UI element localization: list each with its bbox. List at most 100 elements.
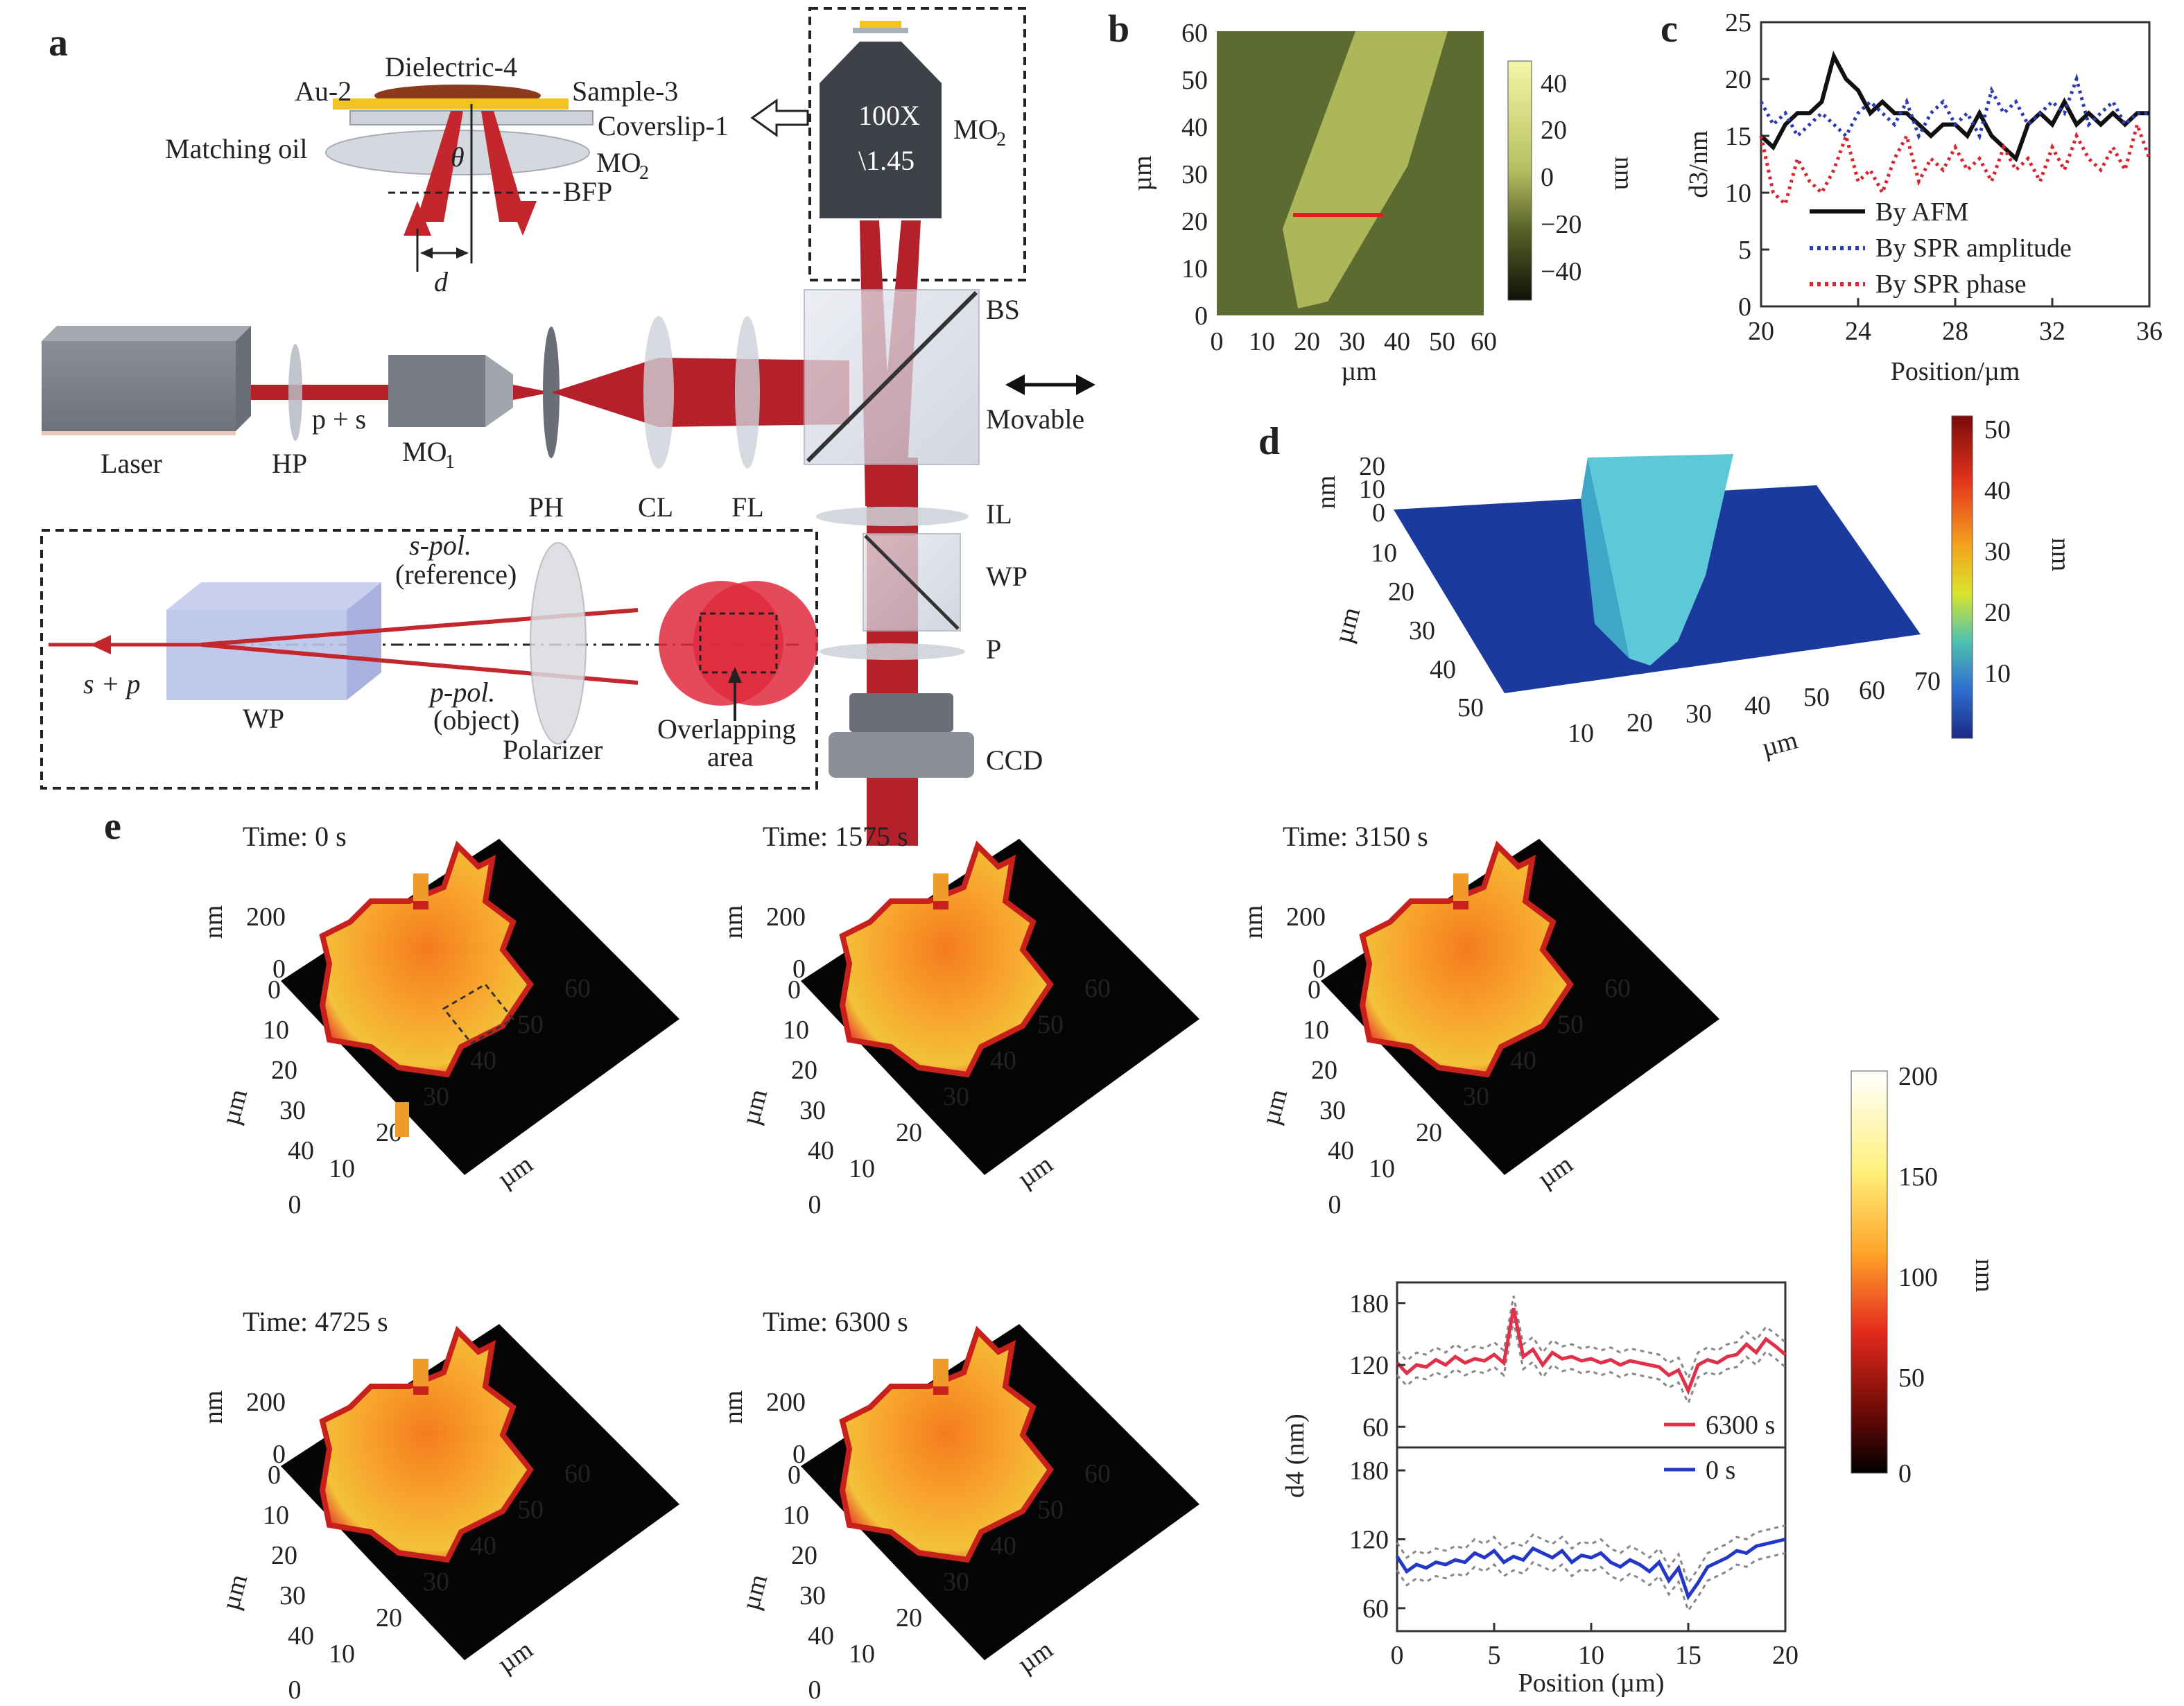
afm-cbar-unit: nm [1609, 157, 1638, 191]
c-xlabel: Position/µm [1891, 357, 2020, 386]
label-laser: Laser [101, 448, 162, 479]
e-xlabel: Position (µm) [1518, 1669, 1665, 1698]
label-wp: WP [986, 561, 1028, 592]
e-tick-group: 0 5 10 15 20 60 120 180 60 120 180 [1349, 1289, 1799, 1670]
panel-label-d: d [1258, 420, 1280, 463]
e-ztick: 0 [1312, 955, 1326, 984]
movable-arrowhead-right [1076, 374, 1095, 395]
e-xtick: 50 [1037, 1010, 1064, 1039]
hp-plate [288, 344, 302, 441]
laser-base [42, 431, 236, 435]
ccd-top [849, 693, 953, 732]
e-series-band-upper-1 [1396, 1524, 1786, 1585]
e-xtick-label: 15 [1675, 1641, 1701, 1670]
panel-label-c: c [1661, 8, 1678, 51]
e-profile-plot: 0 5 10 15 20 60 120 180 60 120 180 Position (µm) d… [1281, 1281, 1799, 1698]
c-legend-afm: By AFM [1875, 198, 1968, 227]
e-ytick-label: 120 [1349, 1526, 1389, 1555]
e-xtick: 40 [1510, 1046, 1536, 1075]
e-zlabel: nm [199, 905, 228, 939]
e-ytick: 0 [1308, 975, 1321, 1004]
label-mo1-sub: 1 [445, 451, 455, 473]
e-xtick: 30 [1463, 1082, 1489, 1111]
afm-cbar-tick: 40 [1541, 69, 1567, 98]
c-xtick-label: 36 [2136, 317, 2163, 346]
e-surface-0: Time: 0 snm 2000010203040µm0102030405060µ… [199, 821, 679, 1219]
d-flake [1588, 454, 1733, 665]
e-xtick: 40 [990, 1531, 1016, 1560]
afm-cbar-ticks: 40 20 0 −20 −40 [1541, 69, 1581, 286]
e-cbar-tick: 100 [1898, 1263, 1938, 1292]
e-xtick: 30 [423, 1567, 449, 1596]
label-mo2: MO [953, 114, 998, 145]
d-cbar-tick: 30 [1984, 537, 2011, 566]
e-surface-spike-base [1453, 901, 1468, 909]
objective-top-slide-base [853, 28, 908, 33]
arrow-down-right [509, 201, 537, 236]
label-bs: BS [986, 294, 1020, 325]
e-ztick: 0 [792, 1440, 806, 1469]
afm-cbar-tick: 20 [1541, 116, 1567, 145]
e-series-line-0 [1396, 1307, 1787, 1395]
e-ytick: 40 [288, 1136, 314, 1165]
beam-expand [551, 358, 849, 427]
label-dielectric: Dielectric-4 [385, 51, 517, 82]
panel-e: e 200 150 100 50 0 nm Time: 0 snm 2000010… [104, 805, 1999, 1705]
label-ccd: CCD [986, 745, 1043, 776]
e-ytick: 20 [1311, 1056, 1337, 1085]
e-ytick: 30 [799, 1096, 826, 1125]
afm-ytick: 50 [1181, 66, 1208, 95]
inset-polarizer-label: Polarizer [503, 734, 603, 765]
e-surface-spike [1453, 873, 1468, 908]
e-ytick: 40 [288, 1621, 314, 1651]
e-time-label: Time: 6300 s [763, 1306, 908, 1337]
e-cbar-tick: 0 [1898, 1459, 1912, 1488]
e-xtick: 50 [1557, 1010, 1584, 1039]
afm-ytick: 10 [1181, 254, 1208, 284]
e-ytick: 40 [808, 1136, 834, 1165]
laser-box [42, 341, 236, 431]
d-cbar-tick: 10 [1984, 659, 2011, 688]
e-xtick: 10 [329, 1639, 355, 1669]
d-cbar-tick: 20 [1984, 598, 2011, 627]
objective-mag: 100X [858, 100, 920, 131]
focusing-lens [735, 316, 760, 469]
label-ph: PH [528, 491, 564, 523]
label-p-plus-s: p + s [312, 403, 366, 435]
d-ytick: 10 [1371, 539, 1397, 568]
d-xtick: 50 [1803, 683, 1830, 712]
e-ylabel: d4 (nm) [1281, 1413, 1310, 1497]
afm-ytick: 60 [1181, 19, 1208, 48]
afm-ytick: 20 [1181, 207, 1208, 236]
panel-a: a Dielectric-4 Au-2 Sample-3 Coverslip-1… [40, 7, 1095, 846]
afm-xtick: 30 [1339, 327, 1365, 356]
incident-beam-left [416, 111, 463, 222]
movable-arrowhead-left [1005, 374, 1025, 395]
e-ytick: 0 [788, 975, 801, 1004]
e-xtick: 0 [288, 1675, 302, 1705]
polarizer-p [820, 643, 965, 660]
e-xtick: 20 [896, 1603, 922, 1633]
afm-cbar-tick: −40 [1541, 257, 1581, 286]
afm-xticks: 0 10 20 30 40 50 60 [1211, 327, 1498, 356]
e-ytick: 20 [791, 1541, 817, 1570]
e-surface-spike [413, 873, 428, 908]
d-ytick: 50 [1457, 693, 1484, 722]
e-series-band-lower-0 [1396, 1320, 1786, 1406]
d-flake-side [1581, 458, 1629, 659]
sample-schematic: Dielectric-4 Au-2 Sample-3 Coverslip-1 M… [165, 51, 809, 297]
label-bfp: BFP [563, 176, 612, 207]
label-d: d [434, 266, 449, 297]
e-xtick: 0 [808, 1190, 822, 1219]
c-ylabel: d3/nm [1684, 130, 1713, 198]
e-ztick: 200 [766, 1388, 806, 1417]
e-surface-blob [839, 1325, 1054, 1563]
input-arrow [90, 635, 111, 654]
e-xtick: 60 [1604, 974, 1631, 1003]
e-surface-4: Time: 6300 snm 2000010203040µm01020304050… [719, 1306, 1199, 1705]
e-surface-blob [319, 1325, 534, 1563]
d-arrowhead-right [456, 247, 469, 259]
label-au: Au-2 [295, 76, 352, 107]
e-cbar-tick: 50 [1898, 1364, 1925, 1393]
